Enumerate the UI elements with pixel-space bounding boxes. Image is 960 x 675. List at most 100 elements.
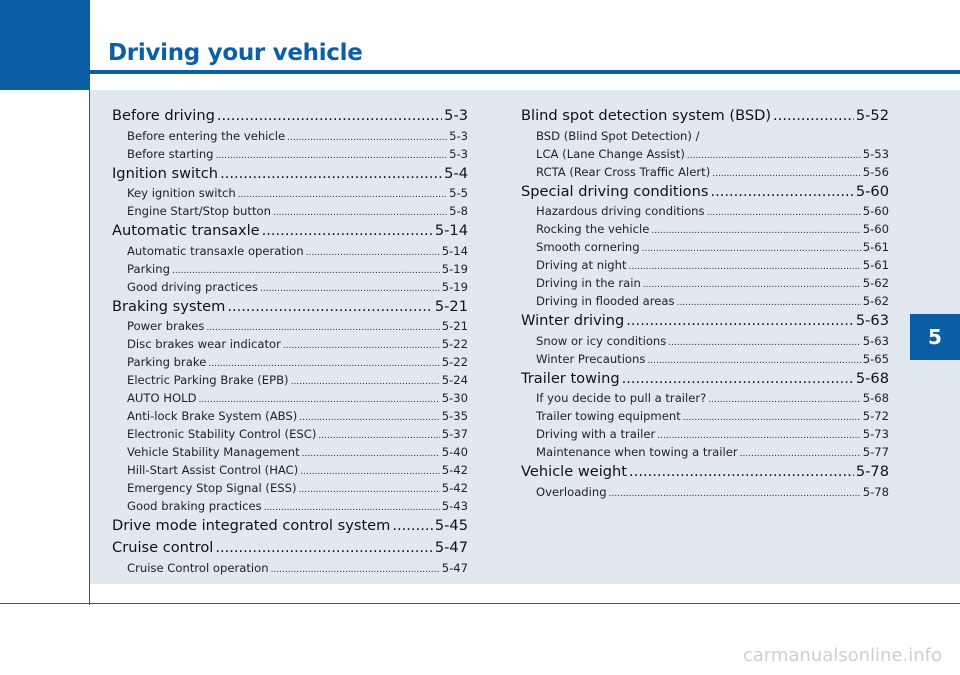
toc-page-number: 5-14 <box>434 222 468 240</box>
toc-entry-label: If you decide to pull a trailer? <box>536 391 707 406</box>
toc-subentry[interactable]: BSD (Blind Spot Detection) / <box>521 127 889 145</box>
dot-leader <box>642 238 861 256</box>
toc-page-number: 5-3 <box>449 128 468 143</box>
dot-leader <box>208 353 439 371</box>
toc-page-number: 5-47 <box>441 560 468 575</box>
toc-subentry[interactable]: Engine Start/Stop button 5-8 <box>112 202 468 220</box>
toc-subentry[interactable]: Driving in flooded areas 5-62 <box>521 292 889 310</box>
toc-subentry[interactable]: Winter Precautions 5-65 <box>521 350 889 368</box>
toc-entry-label: Key ignition switch <box>127 186 236 201</box>
toc-subentry[interactable]: Rocking the vehicle 5-60 <box>521 220 889 238</box>
toc-subentry[interactable]: Before starting 5-3 <box>112 145 468 163</box>
toc-entry-label: Before entering the vehicle <box>127 128 286 143</box>
toc-page-number: 5-68 <box>862 391 889 406</box>
toc-subentry[interactable]: Hazardous driving conditions 5-60 <box>521 202 889 220</box>
toc-subentry[interactable]: RCTA (Rear Cross Traffic Alert) 5-56 <box>521 163 889 181</box>
toc-subentry[interactable]: AUTO HOLD 5-30 <box>112 389 468 407</box>
toc-subentry[interactable]: Smooth cornering 5-61 <box>521 238 889 256</box>
toc-page-number: 5-60 <box>862 204 889 219</box>
toc-subentry[interactable]: Emergency Stop Signal (ESS) 5-42 <box>112 479 468 497</box>
toc-section-entry[interactable]: Before driving 5-3 <box>112 105 468 127</box>
toc-subentry[interactable]: Hill-Start Assist Control (HAC) 5-42 <box>112 461 468 479</box>
toc-subentry[interactable]: Automatic transaxle operation 5-14 <box>112 242 468 260</box>
toc-subentry[interactable]: Good braking practices 5-43 <box>112 497 468 515</box>
toc-subentry[interactable]: Parking 5-19 <box>112 260 468 278</box>
dot-leader <box>260 278 440 296</box>
toc-subentry[interactable]: Vehicle Stability Management 5-40 <box>112 443 468 461</box>
toc-subentry[interactable]: Parking brake 5-22 <box>112 353 468 371</box>
toc-section-entry[interactable]: Blind spot detection system (BSD) 5-52 <box>521 105 889 127</box>
toc-entry-label: Before driving <box>112 107 215 124</box>
dot-leader <box>238 184 447 202</box>
dot-leader <box>302 443 440 461</box>
toc-entry-label: Parking <box>127 261 170 276</box>
toc-page-number: 5-63 <box>862 333 889 348</box>
toc-entry-label: RCTA (Rear Cross Traffic Alert) <box>536 164 711 179</box>
toc-subentry[interactable]: Electronic Stability Control (ESC) 5-37 <box>112 425 468 443</box>
dot-leader <box>683 407 861 425</box>
toc-page-number: 5-72 <box>862 409 889 424</box>
toc-subentry[interactable]: Electric Parking Brake (EPB) 5-24 <box>112 371 468 389</box>
toc-page-number: 5-52 <box>855 107 889 124</box>
toc-page-number: 5-68 <box>855 369 889 387</box>
toc-section-entry[interactable]: Braking system 5-21 <box>112 296 468 318</box>
toc-section-entry[interactable]: Cruise control 5-47 <box>112 537 468 559</box>
watermark: carmanualsonline.info <box>742 645 942 666</box>
toc-entry-label: Vehicle weight <box>521 463 628 481</box>
toc-section-entry[interactable]: Ignition switch 5-4 <box>112 163 468 185</box>
dot-leader <box>392 515 433 537</box>
toc-page-number: 5-40 <box>441 445 468 460</box>
toc-page-number: 5-5 <box>449 186 468 201</box>
toc-subentry[interactable]: LCA (Lane Change Assist) 5-53 <box>521 145 889 163</box>
toc-page-number: 5-78 <box>862 484 889 499</box>
toc-subentry[interactable]: Driving with a trailer 5-73 <box>521 425 889 443</box>
header-bar <box>90 0 960 72</box>
toc-entry-label: Rocking the vehicle <box>536 222 650 237</box>
toc-page-number: 5-78 <box>855 463 889 481</box>
toc-entry-label: Driving with a trailer <box>536 427 656 442</box>
toc-entry-label: Electronic Stability Control (ESC) <box>127 427 317 442</box>
toc-section-entry[interactable]: Trailer towing 5-68 <box>521 368 889 390</box>
toc-section-entry[interactable]: Drive mode integrated control system 5-45 <box>112 515 468 537</box>
dot-leader <box>651 220 860 238</box>
toc-entry-label: BSD (Blind Spot Detection) / <box>536 128 700 143</box>
toc-page-number: 5-21 <box>441 319 468 334</box>
toc-subentry[interactable]: Disc brakes wear indicator 5-22 <box>112 335 468 353</box>
toc-entry-label: Engine Start/Stop button <box>127 204 271 219</box>
toc-subentry[interactable]: Trailer towing equipment 5-72 <box>521 407 889 425</box>
toc-subentry[interactable]: Key ignition switch 5-5 <box>112 184 468 202</box>
toc-subentry[interactable]: Cruise Control operation 5-47 <box>112 559 468 577</box>
toc-subentry[interactable]: Good driving practices 5-19 <box>112 278 468 296</box>
toc-section-entry[interactable]: Winter driving 5-63 <box>521 310 889 332</box>
toc-page-number: 5-19 <box>441 279 468 294</box>
toc-subentry[interactable]: Anti-lock Brake System (ABS) 5-35 <box>112 407 468 425</box>
toc-subentry[interactable]: Snow or icy conditions 5-63 <box>521 332 889 350</box>
toc-entry-label: Anti-lock Brake System (ABS) <box>127 409 298 424</box>
dot-leader <box>199 389 440 407</box>
toc-entry-label: Special driving conditions <box>521 182 709 200</box>
chapter-tab[interactable]: 5 <box>910 314 960 360</box>
toc-page-number: 5-8 <box>449 204 468 219</box>
toc-subentry[interactable]: If you decide to pull a trailer? 5-68 <box>521 389 889 407</box>
dot-leader <box>643 274 861 292</box>
dot-leader <box>227 296 433 318</box>
toc-subentry[interactable]: Maintenance when towing a trailer 5-77 <box>521 443 889 461</box>
dot-leader <box>740 443 861 461</box>
toc-section-entry[interactable]: Special driving conditions 5-60 <box>521 181 889 203</box>
toc-section-entry[interactable]: Vehicle weight 5-78 <box>521 461 889 483</box>
dot-leader <box>707 202 861 220</box>
dot-leader <box>206 317 439 335</box>
toc-entry-label: Electric Parking Brake (EPB) <box>127 373 289 388</box>
toc-subentry[interactable]: Power brakes 5-21 <box>112 317 468 335</box>
toc-subentry[interactable]: Overloading 5-78 <box>521 483 889 501</box>
toc-entry-label: Trailer towing equipment <box>536 409 681 424</box>
toc-subentry[interactable]: Driving in the rain 5-62 <box>521 274 889 292</box>
toc-section-entry[interactable]: Automatic transaxle 5-14 <box>112 220 468 242</box>
toc-entry-label: Ignition switch <box>112 164 219 182</box>
toc-subentry[interactable]: Before entering the vehicle 5-3 <box>112 127 468 145</box>
dot-leader <box>271 559 440 577</box>
toc-subentry[interactable]: Driving at night 5-61 <box>521 256 889 274</box>
dot-leader <box>306 242 440 260</box>
toc-page-number: 5-42 <box>441 463 468 478</box>
toc-page-number: 5-21 <box>434 297 468 315</box>
